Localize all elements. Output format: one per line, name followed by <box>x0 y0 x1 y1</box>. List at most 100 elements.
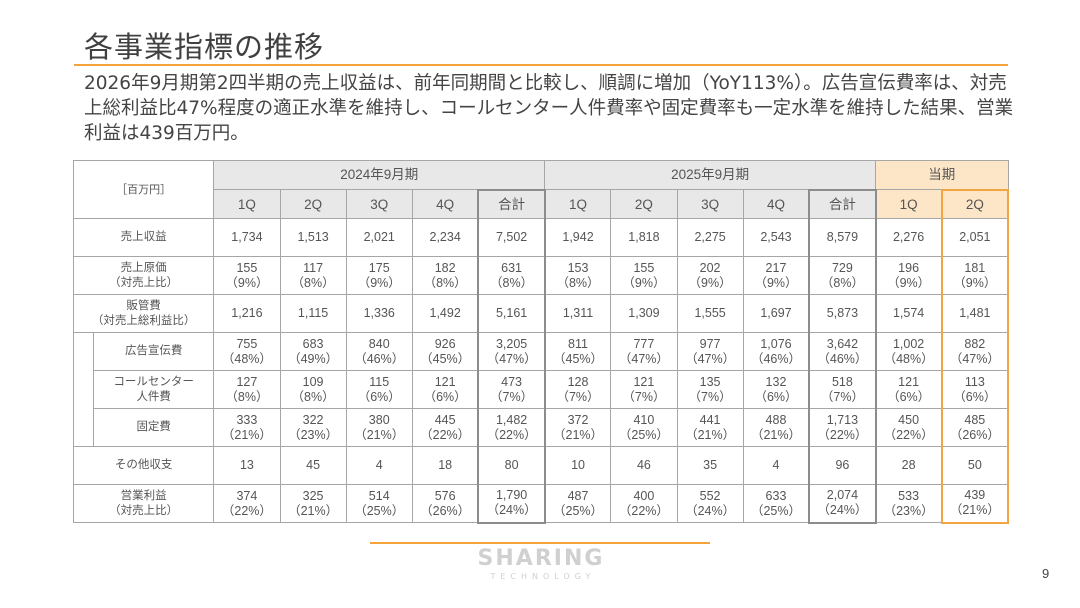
table-cell: 1,697 <box>742 294 810 333</box>
row-label: その他収支 <box>72 446 215 485</box>
table-cell: 121 （6%） <box>411 370 479 409</box>
table-cell: 13 <box>213 446 281 485</box>
table-cell: 80 <box>477 446 546 485</box>
table-cell: 777 （47%） <box>610 332 678 371</box>
table-cell: 1,309 <box>610 294 678 333</box>
column-header: 3Q <box>345 189 413 219</box>
row-label: コールセンター 人件費 <box>93 370 215 409</box>
table-cell: 2,276 <box>875 218 943 257</box>
table-row: 広告宣伝費 755 （48%） 683 （49%） 840 （46%） 926 （45%… <box>72 332 1010 371</box>
logo-subtext: TECHNOLOGY <box>490 572 596 581</box>
kpi-table: ［百万円］ 2024年9月期 2025年9月期 当期 1Q 2Q 3Q 4Q 合計 1Q 2… <box>72 160 1010 524</box>
table-cell: 45 <box>279 446 347 485</box>
table-cell: 10 <box>544 446 612 485</box>
table-cell: 514 （25%） <box>345 484 413 523</box>
row-label: 販管費 （対売上総利益比） <box>72 294 215 333</box>
row-label: 売上収益 <box>72 218 215 257</box>
table-cell: 127 （8%） <box>213 370 281 409</box>
table-cell: 840 （46%） <box>345 332 413 371</box>
table-cell: 485 （26%） <box>940 408 1010 447</box>
table-cell: 1,942 <box>544 218 612 257</box>
column-header: 2Q <box>940 188 1010 219</box>
table-cell: 117 （8%） <box>279 256 347 295</box>
logo-wordmark: SHARING <box>477 546 605 571</box>
row-label: 広告宣伝費 <box>93 332 215 371</box>
table-cell: 50 <box>940 446 1010 485</box>
table-cell: 1,555 <box>676 294 744 333</box>
table-cell: 121 （6%） <box>875 370 943 409</box>
column-header: 合計 <box>477 188 546 219</box>
table-cell: 5,161 <box>477 294 546 333</box>
table-row: 販管費 （対売上総利益比） 1,216 1,115 1,336 1,492 5,161 1,… <box>72 294 1010 333</box>
table-cell: 445 （22%） <box>411 408 479 447</box>
table-cell: 7,502 <box>477 218 546 257</box>
table-cell: 96 <box>808 446 877 485</box>
table-cell: 755 （48%） <box>213 332 281 371</box>
table-cell: 202 （9%） <box>676 256 744 295</box>
table-cell: 135 （7%） <box>676 370 744 409</box>
indent-cell <box>72 408 95 447</box>
row-label: 売上原価 （対売上比） <box>72 256 215 295</box>
indent-cell <box>72 370 95 409</box>
table-cell: 882 （47%） <box>940 332 1010 371</box>
column-header: 4Q <box>411 189 479 219</box>
table-cell: 633 （25%） <box>742 484 810 523</box>
table-cell: 8,579 <box>808 218 877 257</box>
table-cell: 1,002 （48%） <box>875 332 943 371</box>
table-cell: 374 （22%） <box>213 484 281 523</box>
table-cell: 196 （9%） <box>875 256 943 295</box>
table-cell: 109 （8%） <box>279 370 347 409</box>
table-row: 売上原価 （対売上比） 155 （9%） 117 （8%） 175 （9%） 182 （… <box>72 256 1010 295</box>
title-divider <box>74 64 1008 66</box>
table-cell: 1,734 <box>213 218 281 257</box>
summary-text: 2026年9月期第2四半期の売上収益は、前年同期間と比較し、順調に増加（YoY1… <box>84 73 1014 144</box>
unit-label: ［百万円］ <box>72 160 215 219</box>
table-cell: 121 （7%） <box>610 370 678 409</box>
table-cell: 2,543 <box>742 218 810 257</box>
table-cell: 325 （21%） <box>279 484 347 523</box>
column-header: 3Q <box>676 189 744 219</box>
table-cell: 28 <box>875 446 943 485</box>
table-cell: 552 （24%） <box>676 484 744 523</box>
table-cell: 473 （7%） <box>477 370 546 409</box>
table-cell: 631 （8%） <box>477 256 546 295</box>
table-cell: 1,311 <box>544 294 612 333</box>
column-header: 合計 <box>808 188 877 219</box>
table-cell: 576 （26%） <box>411 484 479 523</box>
row-label: 営業利益 （対売上比） <box>72 484 215 523</box>
table-cell: 155 （9%） <box>213 256 281 295</box>
table-cell: 2,074 （24%） <box>808 484 877 524</box>
table-cell: 35 <box>676 446 744 485</box>
column-header: 1Q <box>875 189 943 219</box>
table-cell: 46 <box>610 446 678 485</box>
table-cell: 2,275 <box>676 218 744 257</box>
table-cell: 683 （49%） <box>279 332 347 371</box>
table-cell: 811 （45%） <box>544 332 612 371</box>
table-cell: 400 （22%） <box>610 484 678 523</box>
table-row: 売上収益 1,734 1,513 2,021 2,234 7,502 1,942 1,818 2… <box>72 218 1010 257</box>
table-cell: 3,205 （47%） <box>477 332 546 371</box>
table-cell: 1,790 （24%） <box>477 484 546 524</box>
table-cell: 439 （21%） <box>940 484 1010 524</box>
table-cell: 217 （9%） <box>742 256 810 295</box>
table-cell: 1,481 <box>940 294 1010 333</box>
table-cell: 1,336 <box>345 294 413 333</box>
table-cell: 1,076 （46%） <box>742 332 810 371</box>
table-cell: 2,234 <box>411 218 479 257</box>
column-header: 2Q <box>610 189 678 219</box>
table-cell: 3,642 （46%） <box>808 332 877 371</box>
row-label: 固定費 <box>93 408 215 447</box>
table-cell: 1,492 <box>411 294 479 333</box>
table-cell: 333 （21%） <box>213 408 281 447</box>
table-cell: 450 （22%） <box>875 408 943 447</box>
table-cell: 518 （7%） <box>808 370 877 409</box>
table-cell: 487 （25%） <box>544 484 612 523</box>
table-cell: 926 （45%） <box>411 332 479 371</box>
table-cell: 115 （6%） <box>345 370 413 409</box>
table-cell: 1,713 （22%） <box>808 408 877 447</box>
table-row: コールセンター 人件費 127 （8%） 109 （8%） 115 （6%） 121 （… <box>72 370 1010 409</box>
table-row: 固定費 333 （21%） 322 （23%） 380 （21%） 445 （22%） 1… <box>72 408 1010 447</box>
table-cell: 182 （8%） <box>411 256 479 295</box>
slide-title: 各事業指標の推移 <box>84 30 325 64</box>
table-cell: 488 （21%） <box>742 408 810 447</box>
